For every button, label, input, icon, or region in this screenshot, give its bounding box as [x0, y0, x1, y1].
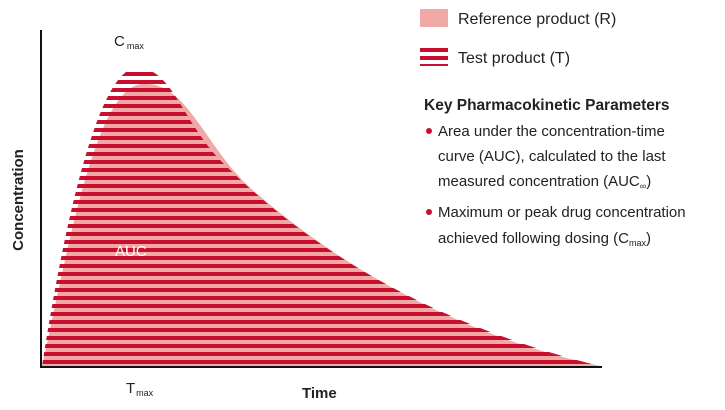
bullet-line: measured concentration (AUC∞): [438, 173, 651, 191]
tmax-label: Tmax: [126, 380, 154, 398]
parameters-title: Key Pharmacokinetic Parameters: [424, 97, 670, 114]
bullet-line: curve (AUC), calculated to the last: [438, 148, 666, 165]
x-axis-label: Time: [302, 385, 337, 402]
y-axis-label: Concentration: [10, 149, 27, 251]
bullet-line: Maximum or peak drug concentration: [438, 204, 686, 221]
bullet-line: achieved following dosing (Cmax): [438, 230, 651, 248]
legend-swatch-reference: [420, 9, 448, 27]
bullet: [426, 209, 432, 215]
auc-label: AUC: [115, 243, 147, 260]
test-curve: [42, 67, 600, 367]
bullet-line: Area under the concentration-time: [438, 123, 665, 140]
legend-reference: Reference product (R): [458, 11, 616, 28]
bullet: [426, 128, 432, 134]
legend-swatch-test: [420, 48, 448, 66]
legend-test: Test product (T): [458, 50, 570, 67]
